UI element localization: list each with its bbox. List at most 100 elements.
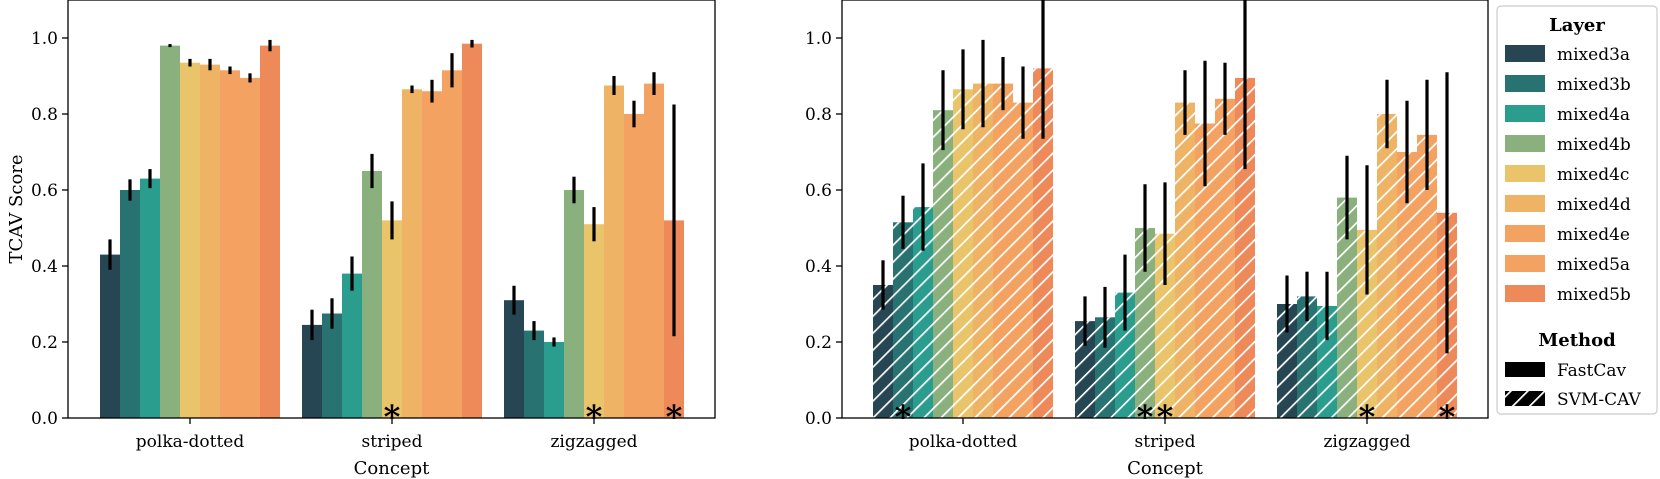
fastcav-bar-striped-mixed3a: [302, 324, 322, 418]
svm-cav-bar-hatch-striped-mixed4c: [1155, 233, 1175, 418]
legend-label-mixed5a: mixed5a: [1557, 255, 1630, 275]
fastcav-chart: * * * 0.0 0.2 0.4 0.6 0.8 1.0 polka-dotted striped…: [6, 0, 716, 479]
fastcav-significance-marker-striped-mixed4c: *: [384, 398, 401, 436]
fastcav-ytick-label: 0.8: [31, 105, 58, 125]
svm-cav-x-axis-label: Concept: [1127, 458, 1203, 479]
fastcav-bar-polka-dotted-mixed4e: [220, 70, 240, 419]
svm-cav-significance-marker-polka-dotted-mixed3b: *: [895, 398, 912, 436]
svm-cav-bar-hatch-zigzagged-mixed3b: [1297, 296, 1317, 418]
fastcav-bar-striped-mixed4e: [422, 91, 442, 418]
fastcav-bar-striped-mixed4b: [362, 171, 382, 418]
fastcav-bar-polka-dotted-mixed4a: [140, 178, 160, 418]
legend-label-mixed4d: mixed4d: [1557, 195, 1631, 215]
legend-label-mixed4e: mixed4e: [1557, 225, 1630, 245]
svm-cav-bar-hatch-striped-mixed4a: [1115, 292, 1135, 418]
legend-swatch-mixed4a: [1505, 105, 1545, 122]
fastcav-bar-polka-dotted-mixed5b: [260, 45, 280, 418]
svm-cav-ytick-label: 0.4: [805, 257, 832, 277]
svm-cav-bar-hatch-polka-dotted-mixed3b: [893, 222, 913, 418]
fastcav-bar-polka-dotted-mixed4c: [180, 62, 200, 418]
fastcav-bar-zigzagged-mixed3a: [504, 300, 524, 418]
svm-cav-bar-hatch-striped-mixed4d: [1175, 102, 1195, 418]
svm-cav-bar-hatch-zigzagged-mixed4b: [1337, 197, 1357, 418]
fastcav-bar-zigzagged-mixed5a: [644, 83, 664, 418]
fastcav-y-axis-label: TCAV Score: [6, 154, 27, 263]
svm-cav-bar-hatch-polka-dotted-mixed4a: [913, 207, 933, 418]
fastcav-xtick-label-polka-dotted: polka-dotted: [136, 432, 245, 452]
legend-label-fastcav: FastCav: [1557, 361, 1626, 381]
fastcav-bar-striped-mixed5a: [442, 70, 462, 419]
svm-cav-xtick-label-polka-dotted: polka-dotted: [909, 432, 1018, 452]
fastcav-bar-zigzagged-mixed4c: [584, 224, 604, 418]
legend-method-title: Method: [1538, 330, 1616, 351]
legend-layer-title: Layer: [1549, 15, 1605, 36]
svm-cav-bar-hatch-zigzagged-mixed4c: [1357, 229, 1377, 418]
legend-swatch-mixed4b: [1505, 135, 1545, 152]
legend-swatch-mixed5b: [1505, 285, 1545, 302]
legend-method-entries: FastCav SVM-CAV: [1505, 361, 1642, 410]
fastcav-ytick-label: 0.4: [31, 257, 58, 277]
legend-label-mixed3a: mixed3a: [1557, 45, 1630, 65]
svm-cav-bar-hatch-polka-dotted-mixed4e: [993, 83, 1013, 418]
fastcav-x-axis-label: Concept: [354, 458, 430, 479]
legend-layer-entries: mixed3a mixed3b mixed4a mixed4b mixed4c mixed…: [1505, 45, 1631, 305]
fastcav-bar-polka-dotted-mixed4b: [160, 45, 180, 418]
svm-cav-bar-hatch-striped-mixed5b: [1235, 77, 1255, 419]
legend-swatch-hatch-svm-cav: [1505, 391, 1545, 406]
svm-cav-bar-hatch-polka-dotted-mixed4c: [953, 89, 973, 419]
svm-cav-significance-marker-zigzagged-mixed4c: *: [1359, 398, 1376, 436]
svm-cav-bar-hatch-zigzagged-mixed3a: [1277, 304, 1297, 418]
legend-swatch-mixed3a: [1505, 45, 1545, 62]
legend-label-mixed5b: mixed5b: [1557, 285, 1631, 305]
fastcav-xtick-label-striped: striped: [362, 432, 423, 452]
fastcav-ytick-label: 1.0: [31, 29, 58, 49]
fastcav-bar-zigzagged-mixed4b: [564, 190, 584, 418]
fastcav-ytick-label: 0.0: [31, 409, 58, 429]
svm-cav-xtick-label-striped: striped: [1135, 432, 1196, 452]
svm-cav-bar-hatch-zigzagged-mixed4d: [1377, 114, 1397, 418]
legend-swatch-mixed4d: [1505, 195, 1545, 212]
svm-cav-bar-hatch-striped-mixed4e: [1195, 123, 1215, 418]
svm-cav-ytick-label: 0.8: [805, 105, 832, 125]
svm-cav-bar-hatch-polka-dotted-mixed5b: [1033, 68, 1053, 419]
legend-label-mixed4a: mixed4a: [1557, 105, 1630, 125]
svm-cav-bar-hatch-polka-dotted-mixed5a: [1013, 102, 1033, 418]
fastcav-ytick-label: 0.2: [31, 333, 58, 353]
svm-cav-ytick-label: 0.0: [805, 409, 832, 429]
svm-cav-bar-hatch-polka-dotted-mixed4d: [973, 83, 993, 418]
fastcav-significance-marker-zigzagged-mixed4c: *: [586, 398, 603, 436]
svm-cav-bar-hatch-zigzagged-mixed4e: [1397, 152, 1417, 418]
legend: Layer mixed3a mixed3b mixed4a mixed4b mixed4…: [1496, 5, 1658, 415]
svm-cav-ytick-label: 0.2: [805, 333, 832, 353]
legend-label-mixed4c: mixed4c: [1557, 165, 1629, 185]
svm-cav-bar-hatch-polka-dotted-mixed4b: [933, 110, 953, 418]
svm-cav-bar-hatch-striped-mixed5a: [1215, 98, 1235, 419]
svm-cav-ytick-label: 0.6: [805, 181, 832, 201]
fastcav-bar-polka-dotted-mixed3b: [120, 190, 140, 418]
svm-cav-bar-hatch-zigzagged-mixed5a: [1417, 134, 1437, 418]
fastcav-significance-marker-zigzagged-mixed5b: *: [666, 398, 683, 436]
svm-cav-bar-hatch-polka-dotted-mixed3a: [873, 285, 893, 418]
fastcav-bar-zigzagged-mixed4e: [624, 114, 644, 418]
legend-swatch-mixed3b: [1505, 75, 1545, 92]
fastcav-bar-zigzagged-mixed4d: [604, 85, 624, 418]
fastcav-bar-striped-mixed4c: [382, 220, 402, 418]
fastcav-bar-polka-dotted-mixed3a: [100, 254, 120, 418]
fastcav-bar-striped-mixed4d: [402, 89, 422, 419]
legend-swatch-mixed4c: [1505, 165, 1545, 182]
legend-label-mixed4b: mixed4b: [1557, 135, 1631, 155]
fastcav-bar-polka-dotted-mixed4d: [200, 64, 220, 418]
fastcav-bar-striped-mixed3b: [322, 313, 342, 418]
legend-label-svm-cav: SVM-CAV: [1557, 390, 1642, 410]
svm-cav-bar-hatch-striped-mixed3b: [1095, 317, 1115, 418]
svm-cav-significance-marker-striped-mixed4c: *: [1157, 398, 1174, 436]
fastcav-ytick-label: 0.6: [31, 181, 58, 201]
fastcav-bar-polka-dotted-mixed5a: [240, 77, 260, 419]
svm-cav-ytick-label: 1.0: [805, 29, 832, 49]
svm-cav-bar-hatch-striped-mixed3a: [1075, 321, 1095, 418]
fastcav-bar-striped-mixed5b: [462, 43, 482, 418]
legend-swatch-mixed5a: [1505, 255, 1545, 272]
svm-cav-bar-hatch-zigzagged-mixed4a: [1317, 305, 1337, 418]
